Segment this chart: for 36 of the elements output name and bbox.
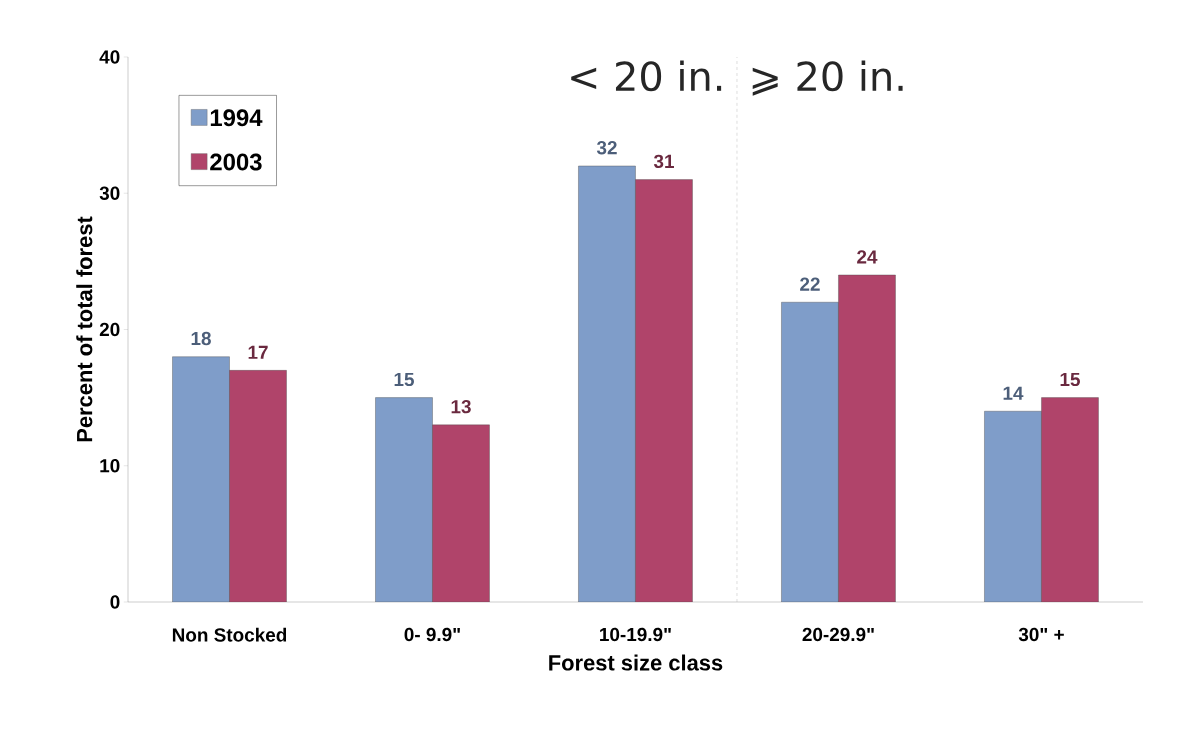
- bar: [1041, 397, 1099, 602]
- x-tick-label: 0- 9.9": [404, 627, 460, 642]
- y-tick-label: 40: [99, 50, 120, 64]
- x-tick-label: 30" +: [1018, 627, 1064, 642]
- y-tick-label: 0: [110, 595, 120, 609]
- data-label: 17: [248, 345, 268, 359]
- bar: [984, 411, 1042, 602]
- y-tick-label: 10: [100, 459, 120, 473]
- data-label: 13: [451, 399, 471, 414]
- x-tick-label: Non Stocked: [172, 627, 287, 642]
- bar: [838, 274, 896, 602]
- y-axis-title: Percent of total forest: [76, 216, 93, 442]
- y-tick-label: 20: [99, 322, 120, 337]
- data-label: 14: [1003, 386, 1024, 400]
- bar: [229, 370, 287, 602]
- bar: [578, 165, 636, 602]
- legend-label: 2003: [210, 153, 262, 171]
- data-label: 22: [800, 277, 820, 291]
- data-label: 24: [857, 250, 878, 264]
- x-tick-label: 20-29.9": [802, 627, 874, 642]
- data-label: 31: [653, 154, 674, 169]
- bar: [781, 302, 839, 602]
- bar: [635, 179, 693, 602]
- annotation: ⩾ 20 in.: [752, 60, 903, 96]
- legend-label: 1994: [210, 109, 263, 127]
- bar: [432, 424, 490, 602]
- x-tick-label: 10-19.9": [600, 627, 671, 642]
- data-label: 18: [191, 331, 211, 346]
- y-tick-label: 30: [99, 186, 120, 200]
- data-label: 15: [1060, 372, 1080, 387]
- data-label: 32: [596, 141, 617, 155]
- x-axis-title: Forest size class: [549, 654, 723, 671]
- annotation: < 20 in.: [571, 60, 722, 92]
- data-label: 15: [394, 372, 414, 387]
- bar: [375, 397, 433, 602]
- bar: [172, 356, 230, 602]
